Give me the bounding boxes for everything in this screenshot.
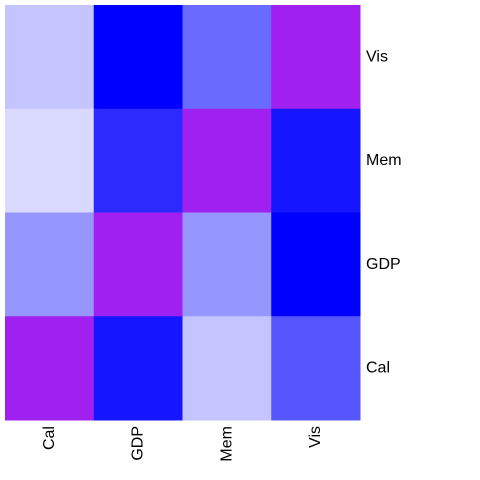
y-tick-label-gdp: GDP	[366, 256, 401, 273]
heatmap-cell-vis-mem	[182, 5, 272, 110]
heatmap-cell-cal-vis	[271, 316, 361, 421]
heatmap-cells	[5, 5, 361, 421]
x-tick-label-gdp: GDP	[130, 426, 147, 461]
heatmap-cell-cal-mem	[182, 316, 272, 421]
heatmap-cell-cal-gdp	[93, 316, 183, 421]
heatmap-cell-gdp-vis	[271, 212, 361, 317]
heatmap-cell-mem-cal	[5, 108, 95, 213]
heatmap-cell-gdp-gdp	[93, 212, 183, 317]
heatmap-cell-cal-cal	[5, 316, 95, 421]
y-tick-label-mem: Mem	[366, 152, 402, 169]
heatmap-cell-vis-vis	[271, 5, 361, 110]
y-tick-label-vis: Vis	[366, 48, 388, 65]
x-tick-labels: Cal GDP Mem Vis	[41, 426, 324, 462]
y-tick-labels: Vis Mem GDP Cal	[366, 48, 402, 376]
x-tick-label-vis: Vis	[307, 426, 324, 448]
y-tick-label-cal: Cal	[366, 360, 390, 377]
heatmap-cell-vis-cal	[5, 5, 95, 110]
heatmap-cell-mem-gdp	[93, 108, 183, 213]
heatmap-cell-vis-gdp	[93, 5, 183, 110]
x-tick-label-mem: Mem	[218, 426, 235, 462]
x-tick-label-cal: Cal	[41, 426, 58, 450]
heatmap-cell-mem-mem	[182, 108, 272, 213]
heatmap-cell-gdp-cal	[5, 212, 95, 317]
heatmap-cell-mem-vis	[271, 108, 361, 213]
heatmap-cell-gdp-mem	[182, 212, 272, 317]
